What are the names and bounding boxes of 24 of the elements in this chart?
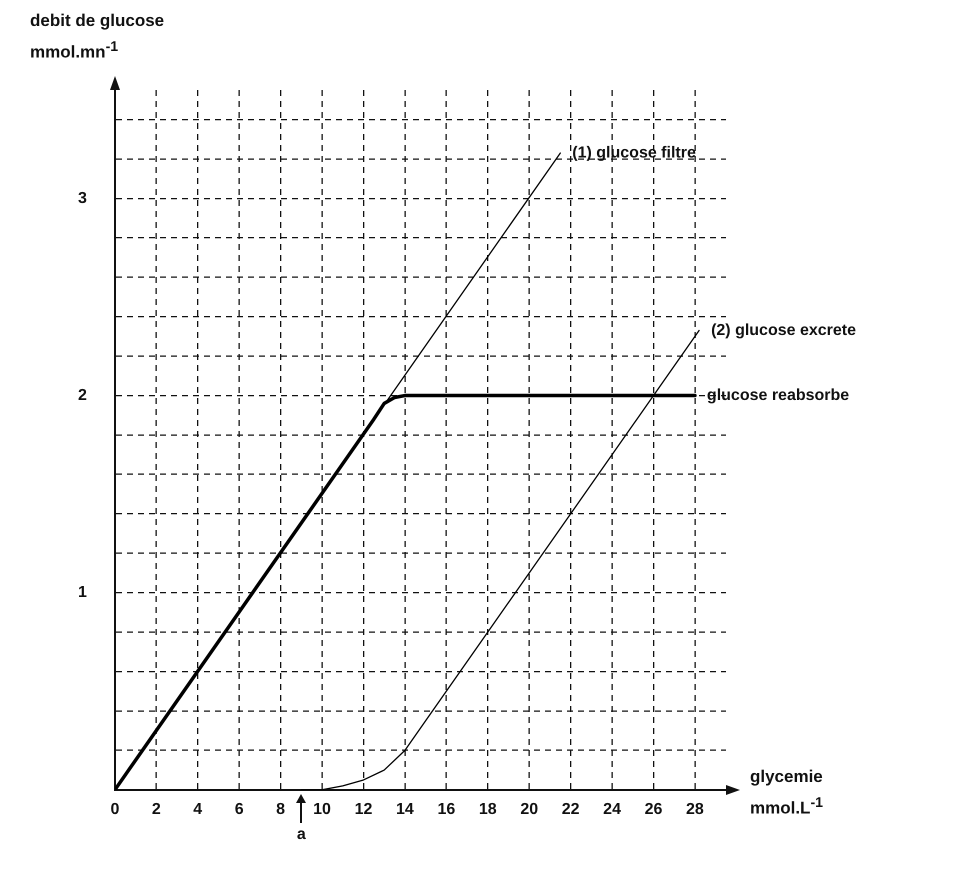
text: a	[296, 826, 306, 844]
x-tick-label: 24	[603, 800, 622, 818]
x-tick-label: 4	[193, 800, 202, 818]
y-tick-label: 2	[78, 386, 87, 404]
x-tick-label: 12	[354, 800, 372, 818]
x-tick-label: 18	[478, 800, 497, 818]
series-label: (1) glucose filtre	[572, 144, 696, 162]
x-tick-label: 6	[234, 800, 244, 818]
x-tick-label: 14	[396, 800, 414, 818]
y-tick-label: 1	[78, 584, 87, 602]
x-tick-label: 8	[276, 800, 286, 818]
x-tick-label: 28	[686, 800, 704, 818]
x-tick-label: 20	[520, 800, 538, 818]
x-tick-label: 22	[562, 800, 580, 818]
series-label: glucose reabsorbe	[706, 386, 850, 404]
x-axis-title: glycemie mmol.L$^{-1}$	[750, 766, 824, 820]
x-tick-label: 16	[437, 800, 456, 818]
y-axis-title: debit de glucose mmol.mn$^{-1}$	[30, 10, 166, 64]
x-tick-label: 0	[110, 800, 120, 818]
x-tick-label: 2	[152, 800, 161, 818]
x-tick-label: 26	[644, 800, 662, 818]
y-tick-label: 3	[78, 190, 87, 207]
series-label: (2) glucose excrete	[711, 322, 856, 339]
x-tick-label: 10	[313, 800, 332, 818]
